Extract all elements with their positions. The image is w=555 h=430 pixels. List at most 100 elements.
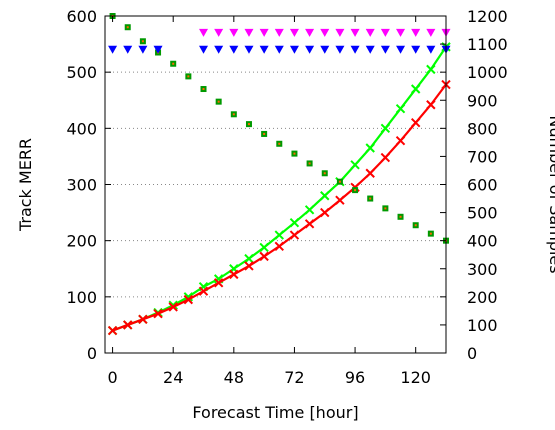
x-tick-label: 48: [224, 368, 244, 387]
data-point: [365, 45, 375, 54]
y-left-tick-label: 400: [66, 119, 97, 138]
data-point: [412, 222, 419, 229]
data-point: [350, 28, 360, 37]
data-point: [410, 118, 421, 128]
series-4: [199, 28, 451, 37]
y-right-tick-label: 800: [467, 119, 498, 138]
data-point-core: [384, 207, 387, 210]
data-point: [321, 170, 328, 177]
data-point: [244, 45, 254, 54]
series-2: [109, 13, 449, 244]
plot-frame: [104, 15, 447, 354]
y-left-tick-label: 600: [66, 7, 97, 26]
data-point: [426, 28, 436, 37]
data-point: [199, 28, 209, 37]
data-point-core: [141, 40, 144, 43]
data-point: [320, 28, 330, 37]
data-point: [138, 314, 148, 325]
data-point: [123, 320, 133, 330]
data-point: [395, 135, 406, 146]
grid-lines: [105, 71, 446, 298]
data-point-core: [232, 113, 235, 116]
y-right-tick-label: 0: [467, 344, 477, 363]
data-point: [289, 217, 300, 228]
data-point: [214, 28, 224, 37]
data-point: [183, 294, 194, 305]
data-point: [259, 242, 269, 253]
data-point: [153, 308, 163, 319]
series-1: [107, 79, 451, 336]
data-point: [185, 73, 192, 80]
data-point-core: [323, 172, 326, 175]
data-point: [380, 45, 390, 54]
series-3: [108, 45, 451, 54]
series-line: [112, 83, 447, 332]
data-point-core: [278, 142, 281, 145]
y-right-tick-label: 600: [467, 176, 498, 195]
data-point: [426, 64, 436, 75]
data-point: [198, 286, 209, 296]
data-point: [304, 219, 315, 229]
y-right-tick-label: 1000: [467, 63, 508, 82]
data-point-core: [202, 88, 205, 91]
y-left-tick-label: 200: [66, 232, 97, 251]
data-point: [168, 302, 178, 312]
data-point: [259, 28, 269, 37]
y-right-tick-label: 100: [467, 316, 498, 335]
data-point-core: [369, 197, 372, 200]
data-point: [350, 45, 360, 54]
data-point: [229, 269, 239, 280]
x-tick-label: 96: [345, 368, 365, 387]
data-point: [305, 45, 315, 54]
y-right-tick-label: 1100: [467, 35, 508, 54]
data-point-core: [126, 26, 129, 29]
data-point: [305, 28, 315, 37]
data-point-core: [338, 180, 341, 183]
data-point: [274, 45, 284, 54]
data-point: [396, 28, 406, 37]
data-point: [138, 45, 148, 54]
data-point: [107, 325, 118, 336]
data-point: [153, 45, 163, 54]
x-tick-label: 120: [400, 368, 431, 387]
data-point: [229, 45, 239, 54]
data-point: [320, 45, 330, 54]
data-point: [230, 111, 237, 118]
y-right-tick-label: 200: [467, 288, 498, 307]
data-point-core: [399, 215, 402, 218]
data-point: [397, 213, 404, 220]
data-point: [261, 130, 268, 137]
data-point: [320, 191, 330, 201]
data-point: [183, 292, 194, 302]
data-point: [244, 261, 254, 271]
data-point: [426, 45, 436, 54]
x-tick-label: 72: [284, 368, 304, 387]
data-point: [259, 45, 269, 54]
data-point: [244, 28, 254, 37]
series-0: [107, 42, 451, 336]
data-point: [411, 28, 421, 37]
data-point: [411, 45, 421, 54]
y-left-tick-label: 500: [66, 63, 97, 82]
data-point: [291, 150, 298, 157]
data-point-core: [263, 132, 266, 135]
data-point: [395, 103, 406, 114]
data-point-core: [414, 224, 417, 227]
data-point: [245, 121, 252, 128]
data-point: [336, 178, 343, 185]
data-point: [274, 230, 284, 240]
data-point: [199, 45, 209, 54]
tick-layer: 0 100 200 300 400 500 600 0 100 200 300 400 500 600 70…: [66, 7, 507, 387]
data-point: [213, 278, 224, 288]
data-point: [335, 195, 345, 205]
data-point-core: [293, 152, 296, 155]
data-point: [244, 253, 254, 264]
data-point: [335, 45, 345, 54]
data-point: [350, 160, 360, 170]
data-point: [124, 24, 131, 31]
y-axis-left-title: Track MERR: [16, 138, 35, 232]
data-point: [380, 123, 391, 134]
y-right-tick-label: 1200: [467, 7, 508, 26]
data-point-core: [247, 123, 250, 126]
x-tick-label: 0: [107, 368, 117, 387]
